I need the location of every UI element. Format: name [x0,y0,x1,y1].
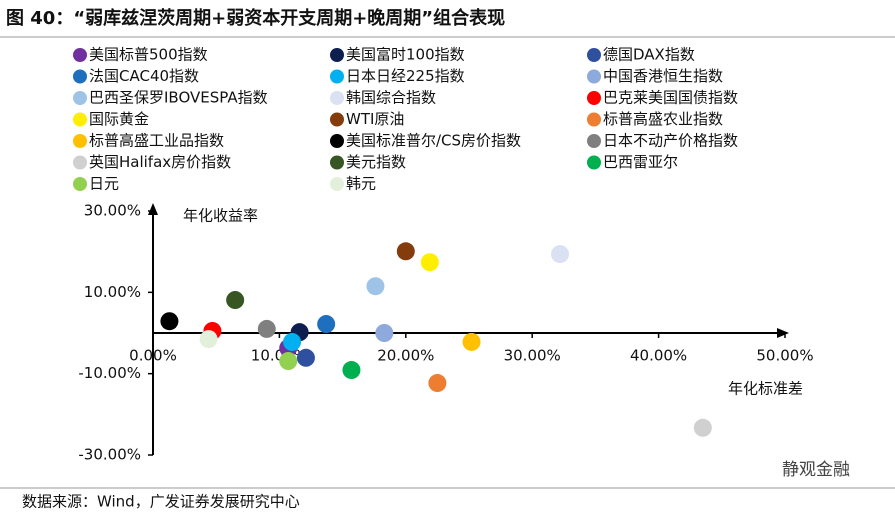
legend-marker [330,134,344,148]
legend-marker [587,48,601,62]
point [462,332,481,351]
legend-marker [73,91,87,105]
point [279,352,298,371]
legend-label: 美国标准普尔/CS房价指数 [346,132,521,150]
legend-marker [587,69,601,84]
point [342,361,361,380]
y-tick-label: -30.00% [78,446,141,464]
x-tick-label: 40.00% [630,347,687,365]
legend-label: 美国富时100指数 [346,46,465,64]
point [366,277,385,296]
y-tick-label: 30.00% [84,202,141,220]
x-tick-label: 30.00% [504,347,561,365]
legend-label: 日元 [89,175,119,193]
legend-label: 日本不动产价格指数 [603,132,738,150]
y-arrow [148,203,158,215]
legend-label: 标普高盛工业品指数 [89,132,224,150]
legend-label: 巴西雷亚尔 [603,153,678,171]
legend-marker [73,48,87,62]
legend-marker [73,69,87,84]
legend-label: 德国DAX指数 [603,46,695,64]
legend-marker [73,134,87,148]
legend-label: 标普高盛农业指数 [603,110,723,128]
legend-marker [587,134,601,148]
chart-title: 图 40：“弱库兹涅茨周期+弱资本开支周期+晚周期”组合表现 [6,7,505,29]
legend-marker [587,155,601,170]
point [317,315,336,334]
x-tick-label: 0.00% [129,347,177,365]
x-tick-label: 50.00% [756,347,813,365]
point [226,291,245,310]
point [551,245,570,264]
legend-label: 韩国综合指数 [346,89,436,107]
point [428,374,447,393]
point [396,242,415,261]
point [160,312,179,331]
x-tick-label: 20.00% [377,347,434,365]
legend-marker [330,155,344,170]
source: 数据来源：Wind，广发证券发展研究中心 [22,493,300,511]
y-axis-title: 年化收益率 [183,207,258,225]
point [420,253,439,272]
legend-label: 中国香港恒生指数 [603,67,723,85]
legend-label: 巴西圣保罗IBOVESPA指数 [89,89,268,107]
watermark: 静观金融 [782,460,850,480]
legend-marker [73,177,87,191]
legend-label: 日本日经225指数 [346,67,465,85]
legend-marker [330,112,344,127]
legend-marker [330,91,344,105]
legend-label: 美国标普500指数 [89,46,208,64]
legend-label: 美元指数 [346,153,406,171]
legend-marker [330,177,344,191]
point [693,418,712,437]
y-tick-label: 10.00% [84,283,141,301]
legend-marker [330,48,344,62]
x-axis-title: 年化标准差 [728,380,803,398]
point [257,319,276,338]
legend-marker [73,112,87,127]
point [375,324,394,342]
point [199,330,218,349]
legend-marker [587,91,601,105]
legend-label: 国际黄金 [89,110,149,128]
y-tick-label: -10.00% [78,364,141,382]
legend-label: WTI原油 [346,110,404,128]
legend-label: 韩元 [346,175,376,193]
x-arrow [777,328,789,338]
legend-marker [587,112,601,127]
point [296,348,315,367]
legend-marker [73,155,87,170]
legend-label: 法国CAC40指数 [89,67,199,85]
legend-label: 巴克莱美国国债指数 [603,89,738,107]
legend-label: 英国Halifax房价指数 [89,153,231,171]
legend-marker [330,69,344,84]
point [283,332,302,351]
